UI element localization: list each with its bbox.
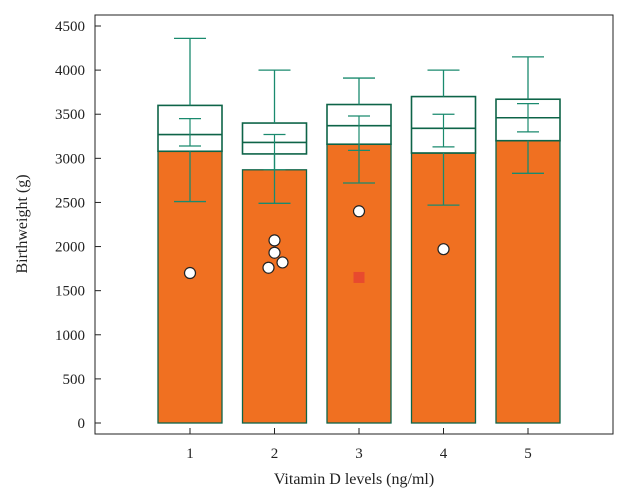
y-tick-label: 1500 — [55, 284, 85, 300]
outlier-point — [262, 261, 275, 274]
outlier-point — [268, 246, 281, 259]
y-tick-label: 500 — [63, 372, 86, 388]
x-tick-label: 1 — [186, 446, 194, 462]
y-tick-label: 2000 — [55, 240, 85, 256]
outlier-point — [352, 205, 366, 218]
y-axis-title: Birthweight (g) — [14, 174, 31, 273]
y-tick-label: 3000 — [55, 151, 85, 167]
y-tick-label: 3500 — [55, 107, 85, 123]
x-tick-label: 4 — [440, 446, 448, 462]
x-axis-title: Vitamin D levels (ng/ml) — [274, 471, 434, 488]
mean-bar — [495, 140, 561, 424]
outlier-point — [268, 234, 281, 247]
y-axis-ticks: 0 500 1000 1500 2000 2500 3000 3500 4000 4500 — [55, 19, 101, 432]
x-tick-label: 5 — [524, 446, 532, 462]
x-tick-label: 2 — [271, 446, 279, 462]
mean-bar — [241, 169, 308, 424]
x-axis-ticks: 1 2 3 4 5 — [186, 428, 532, 462]
y-tick-label: 2500 — [55, 195, 85, 211]
plot-frame — [94, 14, 614, 435]
mean-bar — [326, 143, 392, 424]
outlier-layer — [183, 205, 450, 283]
y-tick-label: 4500 — [55, 19, 85, 35]
y-tick-label: 4000 — [55, 63, 85, 79]
y-tick-label: 1000 — [55, 328, 85, 344]
box-layer — [157, 37, 561, 206]
x-tick-label: 3 — [355, 446, 363, 462]
extreme-point — [353, 271, 365, 283]
outlier-point — [276, 256, 289, 269]
outlier-point — [437, 243, 450, 256]
y-tick-label: 0 — [78, 416, 86, 432]
outlier-point — [183, 266, 197, 280]
